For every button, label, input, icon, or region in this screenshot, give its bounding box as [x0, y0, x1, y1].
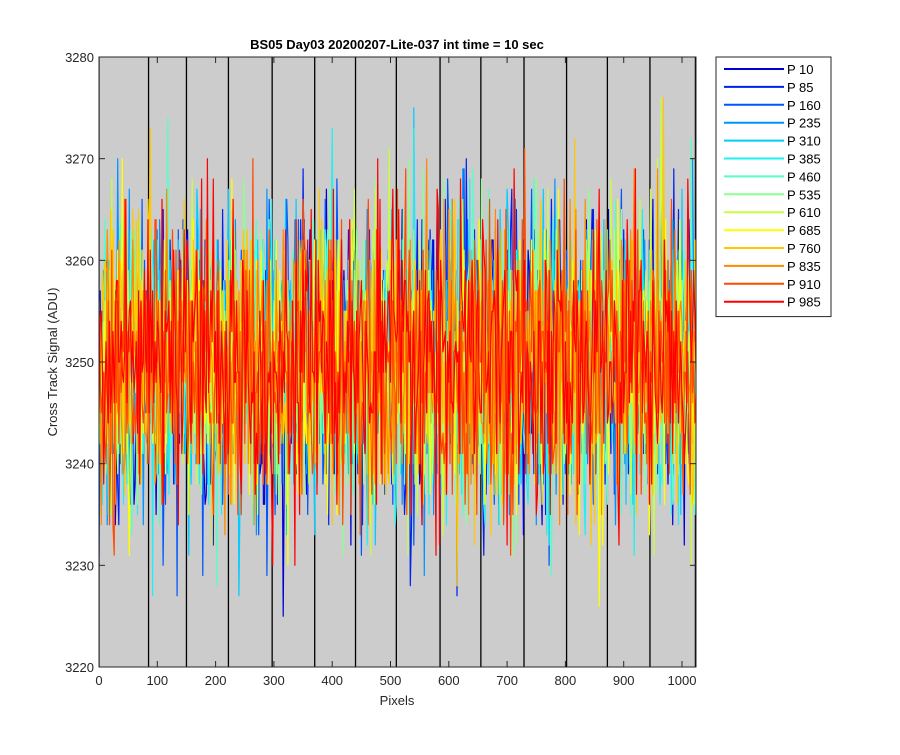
y-tick-label: 3230 [65, 558, 94, 573]
chart-title: BS05 Day03 20200207-Lite-037 int time = … [250, 37, 544, 52]
legend-label: P 85 [787, 80, 814, 95]
legend-label: P 610 [787, 205, 821, 220]
legend: P 10 P 85 P 160 P 235 P 310 P 385 P 460 P 535 P … [715, 56, 832, 318]
legend-label: P 985 [787, 295, 821, 310]
y-tick-label: 3270 [65, 152, 94, 167]
legend-label: P 160 [787, 98, 821, 113]
y-axis-label: Cross Track Signal (ADU) [45, 288, 60, 437]
x-axis-label: Pixels [380, 693, 415, 708]
legend-label: P 235 [787, 116, 821, 131]
x-tick-label: 800 [555, 673, 577, 688]
legend-label: P 835 [787, 259, 821, 274]
x-tick-label: 300 [263, 673, 285, 688]
y-tick-label: 3280 [65, 50, 94, 65]
x-tick-label: 400 [321, 673, 343, 688]
series-line [99, 158, 696, 566]
x-tick-label: 200 [205, 673, 227, 688]
legend-label: P 910 [787, 277, 821, 292]
legend-label: P 385 [787, 152, 821, 167]
x-tick-label: 0 [95, 673, 102, 688]
legend-label: P 685 [787, 223, 821, 238]
y-tick-label: 3250 [65, 355, 94, 370]
x-tick-label: 600 [438, 673, 460, 688]
legend-label: P 535 [787, 187, 821, 202]
legend-box [715, 56, 832, 318]
y-tick-label: 3240 [65, 457, 94, 472]
legend-label: P 760 [787, 241, 821, 256]
y-tick-label: 3220 [65, 660, 94, 675]
legend-label: P 310 [787, 134, 821, 149]
x-tick-label: 1000 [668, 673, 697, 688]
x-tick-label: 900 [613, 673, 635, 688]
x-tick-label: 100 [146, 673, 168, 688]
y-tick-label: 3260 [65, 253, 94, 268]
legend-label: P 460 [787, 169, 821, 184]
x-tick-label: 700 [496, 673, 518, 688]
legend-label: P 10 [787, 62, 814, 77]
x-tick-label: 500 [380, 673, 402, 688]
